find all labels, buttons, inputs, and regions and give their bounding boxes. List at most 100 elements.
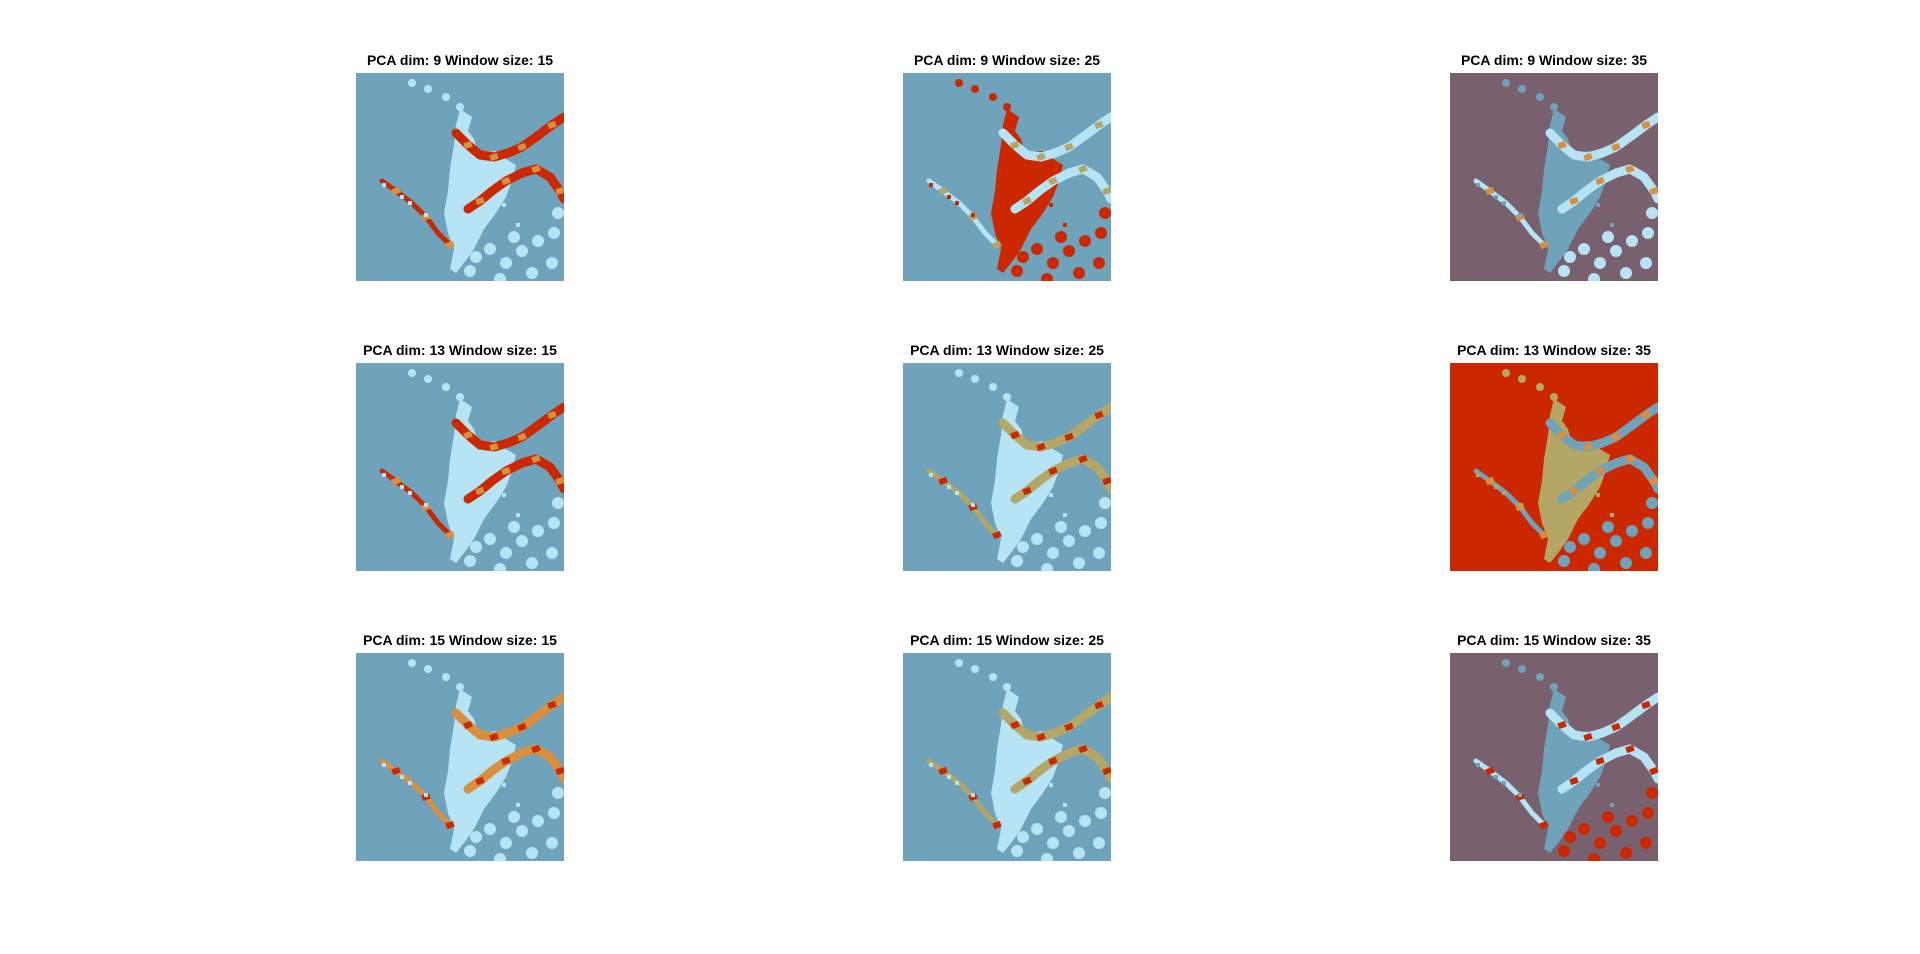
map-speck (1476, 183, 1480, 187)
map-spot (1031, 823, 1043, 835)
map-speck (1476, 763, 1480, 767)
map-speck (1502, 781, 1506, 785)
map-spot (1079, 525, 1091, 537)
map-dot (1007, 115, 1015, 123)
map-ridge (998, 692, 1111, 742)
map-spot (1620, 267, 1632, 279)
map-accent-blob (1625, 164, 1635, 174)
map-spot (484, 243, 496, 255)
map-accent-blob (489, 442, 499, 452)
map-ridge (1010, 744, 1111, 794)
map-accent-blob (1036, 732, 1046, 742)
map-spot (548, 517, 560, 529)
map-accent-blob (1102, 766, 1111, 776)
map-speck (1494, 775, 1498, 779)
map-dot (971, 665, 979, 673)
map-accent-blob (501, 466, 511, 476)
map-accent-blob (938, 766, 948, 776)
map-spot (1578, 243, 1590, 255)
map-accent-blob (463, 140, 473, 150)
map-speck (408, 201, 412, 205)
map-spot (1558, 845, 1570, 857)
map-accent-blob (1022, 776, 1032, 786)
map-dot (1003, 103, 1011, 111)
map-accent-blob (547, 120, 557, 130)
map-spot (546, 837, 558, 849)
map-spot (1602, 811, 1614, 823)
map-accent-blob (1583, 442, 1593, 452)
map-spot (548, 807, 560, 819)
map-accent-blob (1649, 766, 1658, 776)
map-dot (1536, 93, 1544, 101)
map-spot (1558, 265, 1570, 277)
map-accent-blob (391, 476, 401, 486)
map-dot (442, 383, 450, 391)
map-spot (500, 547, 512, 559)
map-accent-blob (1539, 240, 1549, 250)
map-speck (1582, 169, 1586, 173)
map-speck (400, 485, 404, 489)
map-spot (546, 257, 558, 269)
map-spot (1610, 245, 1622, 257)
map-accent-blob (1569, 486, 1579, 496)
map-accent-blob (463, 720, 473, 730)
map-speck (1035, 169, 1039, 173)
map-accent-blob (517, 722, 527, 732)
map-speck (1049, 203, 1053, 207)
map-spot (1594, 257, 1606, 269)
map-accent-blob (1022, 196, 1032, 206)
map-accent-blob (1611, 722, 1621, 732)
map-spot (470, 541, 482, 553)
map-accent-blob (1022, 486, 1032, 496)
map-spot (1626, 815, 1638, 827)
map-dot (1502, 79, 1510, 87)
map-spot (1041, 853, 1053, 861)
map-spot (1646, 207, 1658, 219)
map-dot (1550, 683, 1558, 691)
map-spot (1041, 273, 1053, 281)
map-accent-blob (1649, 186, 1658, 196)
map-speck (400, 195, 404, 199)
map-accent-blob (1569, 196, 1579, 206)
map-spot (1640, 547, 1652, 559)
map-accent-blob (938, 476, 948, 486)
map-spot (1011, 265, 1023, 277)
map-spot (1620, 847, 1632, 859)
map-spot (1055, 811, 1067, 823)
map-accent-blob (1036, 152, 1046, 162)
map-dot (1518, 85, 1526, 93)
map-spot (1564, 251, 1576, 263)
map-dot (1536, 383, 1544, 391)
map-speck (947, 485, 951, 489)
map-accent-blob (445, 820, 455, 830)
map-accent-blob (547, 700, 557, 710)
map-accent-blob (445, 530, 455, 540)
map-accent-blob (1102, 186, 1111, 196)
panel-title: PCA dim: 9 Window size: 35 (1460, 52, 1648, 68)
map-dot (460, 115, 468, 123)
map-dot (971, 85, 979, 93)
map-speck (424, 213, 428, 217)
map-spot (1564, 541, 1576, 553)
map-accent-blob (1102, 476, 1111, 486)
map-speck (955, 781, 959, 785)
map-spot (470, 251, 482, 263)
map-speck (1502, 491, 1506, 495)
map-dot (1007, 405, 1015, 413)
map-dot (424, 375, 432, 383)
map-spot (1047, 547, 1059, 559)
map-spot (1558, 555, 1570, 567)
map-speck (488, 169, 492, 173)
map-spot (484, 533, 496, 545)
map-spot (1626, 525, 1638, 537)
map-spot (464, 555, 476, 567)
map-spot (1031, 533, 1043, 545)
map-speck (400, 775, 404, 779)
map-speck (488, 749, 492, 753)
map-speck (382, 473, 386, 477)
map-dot (408, 79, 416, 87)
map-speck (1518, 213, 1522, 217)
map-region-body (991, 399, 1063, 563)
map-accent-blob (1641, 410, 1651, 420)
map-dot (456, 683, 464, 691)
